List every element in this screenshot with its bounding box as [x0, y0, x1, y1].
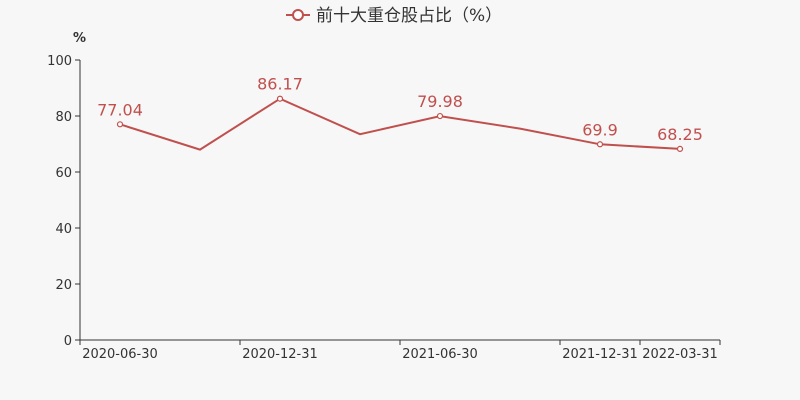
- y-tick-label: 40: [55, 222, 72, 237]
- legend[interactable]: 前十大重仓股占比（%）: [286, 6, 502, 26]
- x-tick-label: 2021-06-30: [402, 347, 478, 362]
- data-label: 86.17: [257, 75, 303, 94]
- y-axis-unit: %: [73, 31, 86, 46]
- series-line: [119, 97, 681, 151]
- x-tick-label: 2020-12-31: [242, 347, 318, 362]
- x-tick-label: 2022-03-31: [642, 347, 718, 362]
- data-label: 77.04: [97, 100, 143, 119]
- axes: 0 20 40 60 80 100 2020-06-30 2020-12-31 2021-06-…: [47, 54, 721, 362]
- data-point[interactable]: [596, 141, 604, 148]
- data-label: 69.9: [582, 120, 618, 139]
- legend-label: 前十大重仓股占比（%）: [316, 6, 502, 26]
- data-label: 79.98: [417, 92, 463, 111]
- data-point[interactable]: [276, 95, 284, 102]
- y-tick-label: 20: [55, 278, 72, 293]
- y-tick-label: 80: [55, 110, 72, 125]
- data-label: 68.25: [657, 125, 703, 144]
- legend-circle-icon: [292, 9, 304, 21]
- x-tick-label: 2020-06-30: [82, 347, 158, 362]
- data-point[interactable]: [436, 112, 444, 120]
- data-point[interactable]: [116, 121, 124, 128]
- y-tick-label: 100: [47, 54, 72, 69]
- y-tick-label: 60: [55, 166, 72, 181]
- data-point[interactable]: [676, 145, 684, 152]
- plot-area: 77.04 86.17 79.98 69.9 68.25: [97, 75, 703, 152]
- x-tick-label: 2021-12-31: [562, 347, 638, 362]
- y-tick-label: 0: [64, 334, 72, 349]
